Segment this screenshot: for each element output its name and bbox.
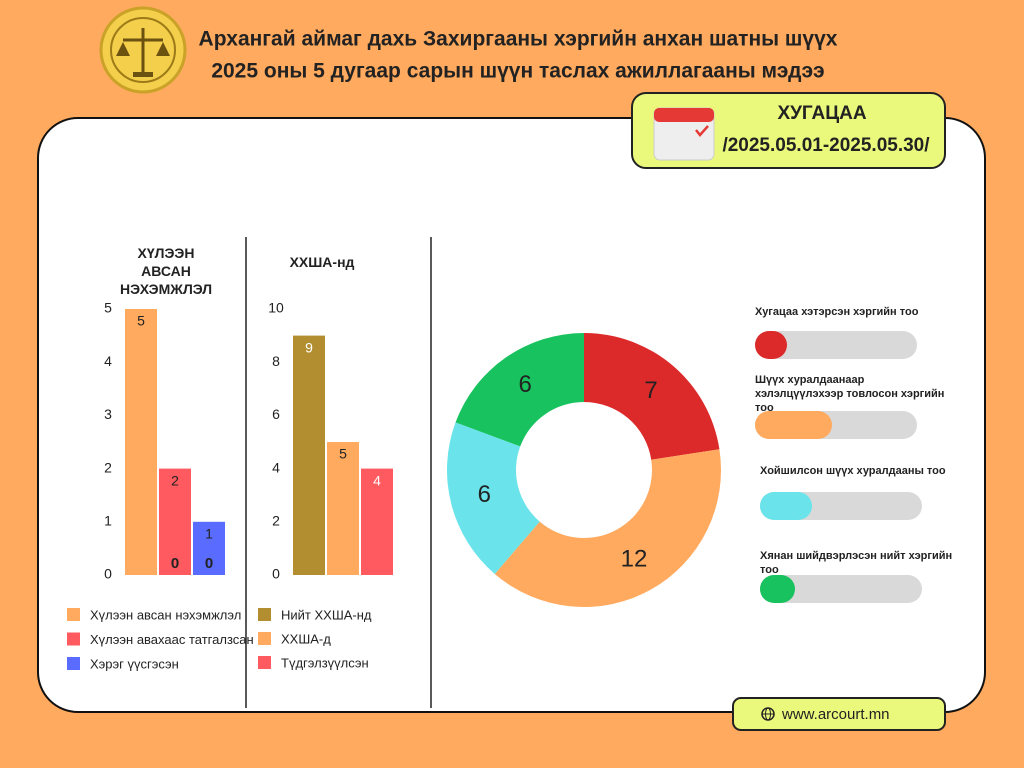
chart-title: ХХША-нд [289,254,355,270]
y-tick-label: 0 [272,566,280,582]
value-label: 1 [205,526,213,542]
bar [159,468,191,575]
title-line: 2025 оны 5 дугаар сарын шүүн таслах ажил… [211,60,824,83]
value-label: 4 [373,472,381,488]
y-tick-label: 4 [272,459,280,475]
legend-label: Нийт ХХША-нд [281,607,372,622]
legend-track [760,575,922,603]
legend-label: Түдгэлзүүлсэн [281,655,369,670]
y-tick-label: 10 [268,300,284,316]
slice-label: 12 [621,545,648,572]
legend-swatch [258,632,271,645]
slice-label: 7 [644,377,657,404]
legend-swatch [755,411,832,439]
title-line: Архангай аймаг дахь Захиргааны хэргийн а… [199,28,838,51]
y-tick-label: 5 [104,300,112,316]
legend-label: Хүлээн авсан нэхэмжлэл [90,607,241,622]
legend-swatch [258,656,271,669]
legend-swatch [67,657,80,670]
donut-slice [494,449,722,608]
period-dates: /2025.05.01-2025.05.30/ [722,135,930,156]
bar [193,521,225,575]
legend-label: Хянан шийдвэрлэсэн нийт хэргийн тоо [760,550,953,576]
website-box [732,697,946,731]
legend-swatch [755,331,787,359]
bar [327,442,359,575]
slice-label: 6 [518,371,531,398]
y-tick-label: 1 [104,513,112,529]
bar [361,468,393,575]
legend-label: Шүүх хуралдаанаар хэлэлцүүлэхээр товлосо… [755,374,945,414]
legend-swatch [760,575,795,603]
annotation: 0 [205,555,213,572]
globe-icon [761,707,775,721]
y-tick-label: 0 [104,566,112,582]
chart-title: ХҮЛЭЭН АВСАН НЭХЭМЖЛЭЛ [119,245,213,297]
legend-swatch [67,608,80,621]
value-label: 5 [339,446,347,462]
y-tick-label: 2 [104,459,112,475]
donut-slice [446,422,540,574]
value-label: 5 [137,313,145,329]
donut-slice [455,333,584,447]
legend-swatch [67,632,80,646]
calendar-icon [653,107,715,161]
logo [99,6,187,94]
website: www.arcourt.mn [781,706,890,723]
legend-swatch [760,492,812,520]
period-label: ХУГАЦАА [777,103,866,124]
legend-label: Хэрэг үүсгэсэн [90,656,179,671]
slice-label: 6 [478,481,491,508]
legend-swatch [258,608,271,621]
y-tick-label: 6 [272,406,280,422]
donut-slice [584,333,720,460]
y-tick-label: 8 [272,353,280,369]
value-label: 9 [305,339,313,355]
y-tick-label: 3 [104,406,112,422]
y-tick-label: 4 [104,353,112,369]
legend-track [755,331,917,359]
legend-label: Хугацаа хэтэрсэн хэргийн тоо [755,306,919,318]
legend-label: Хүлээн авахаас татгалзсан [90,632,254,647]
legend-label: Хойшилсон шүүх хуралдааны тоо [760,465,946,477]
legend-label: ХХША-д [281,631,331,646]
value-label: 2 [171,472,179,488]
annotation: 0 [171,555,179,572]
y-tick-label: 2 [272,513,280,529]
bar [125,309,157,575]
bar [293,335,325,575]
